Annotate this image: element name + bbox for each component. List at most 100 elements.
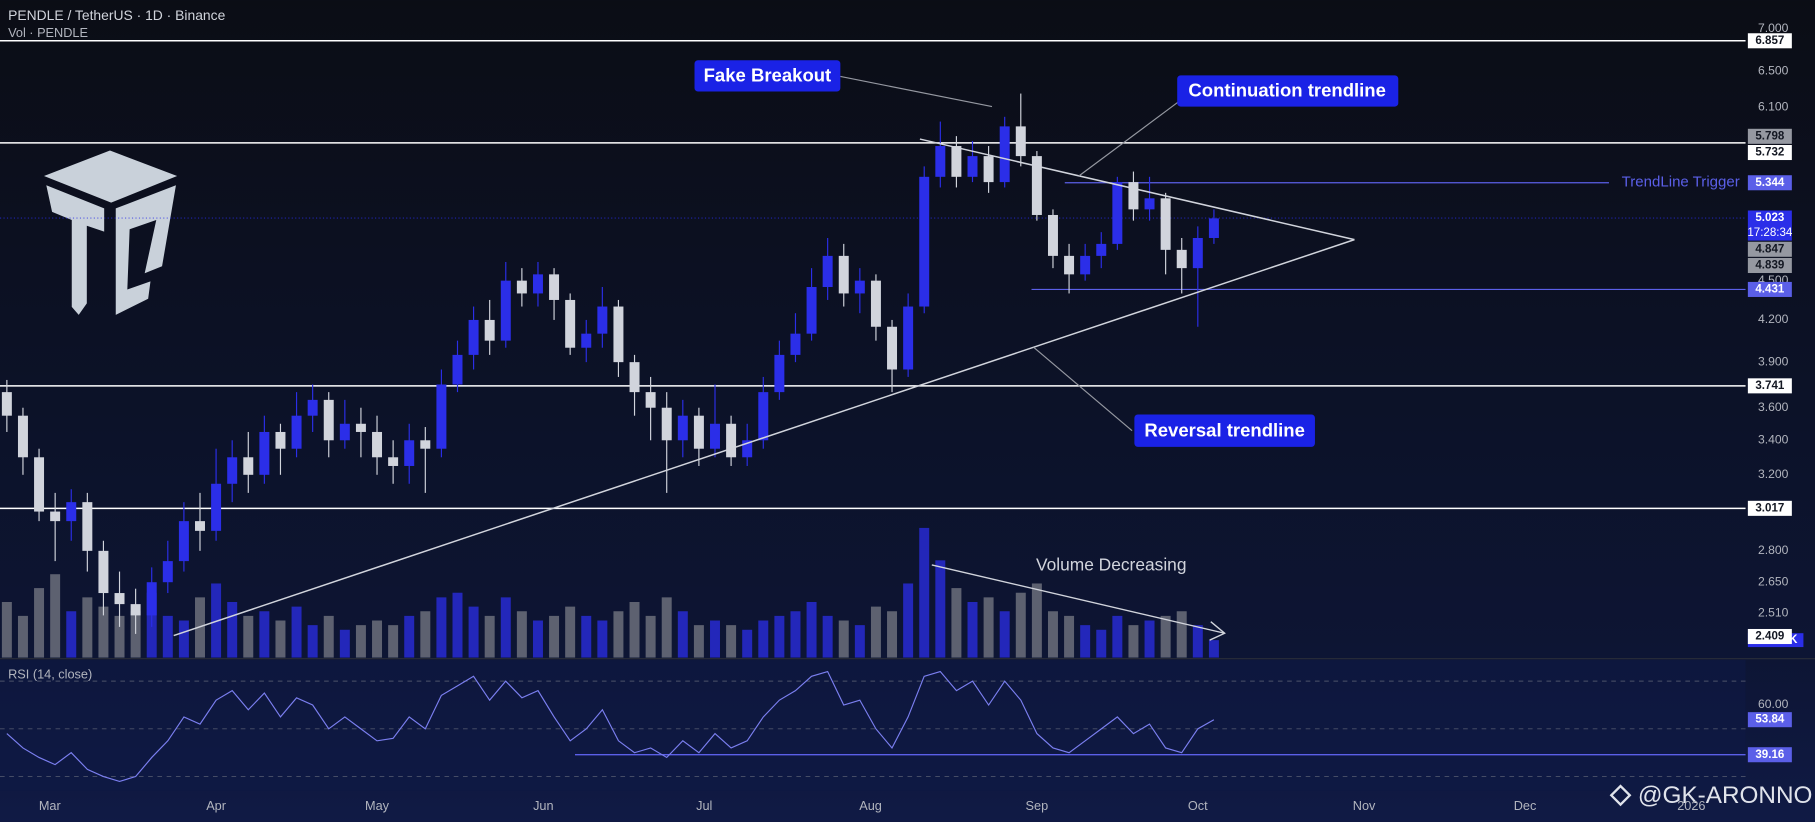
arrow-head [1209, 621, 1226, 641]
axis-label: 3.741 [1755, 380, 1785, 392]
candle-body [532, 274, 543, 294]
y-tick-label: 3.200 [1758, 467, 1789, 481]
volume-bar [259, 611, 270, 658]
candle-body [114, 593, 125, 605]
candle-body [17, 415, 28, 458]
candle-body [613, 306, 624, 363]
candle-body [291, 415, 302, 449]
y-tick-label: 3.400 [1758, 432, 1789, 446]
trigger-label: TrendLine Trigger [1622, 174, 1740, 191]
volume-bar [790, 611, 801, 658]
candle-body [1208, 218, 1219, 238]
candle-body [34, 457, 45, 512]
candle-body [838, 255, 849, 294]
candle-body [951, 146, 962, 177]
candle-body [243, 457, 254, 475]
annotation-label: Fake Breakout [704, 64, 832, 85]
candle-body [98, 550, 109, 594]
volume-bar [516, 611, 527, 658]
annotation-box [1177, 75, 1399, 107]
candle-body [146, 582, 157, 616]
volume-bar [420, 611, 431, 658]
rsi-line [6, 670, 1215, 783]
candle-body [1128, 182, 1139, 210]
candle-body [742, 440, 753, 458]
candle-body [307, 399, 318, 416]
candle-body [1192, 237, 1203, 269]
candle-body [790, 333, 801, 355]
volume-bar [822, 615, 833, 658]
watermark-text: @GK-ARONNO [1638, 782, 1813, 809]
candle-body [565, 299, 576, 348]
volume-bar [436, 597, 447, 658]
annotation-pointer [840, 75, 993, 108]
candle-body [710, 423, 720, 449]
axis-label-box [1747, 33, 1792, 49]
candle-body [758, 392, 769, 441]
x-tick-label: Mar [39, 798, 62, 813]
trendline [919, 138, 1355, 241]
volume-bar [307, 625, 318, 658]
axis-label-box [1747, 175, 1792, 191]
annotation-label: Volume Decreasing [1036, 555, 1187, 575]
volume-bar [613, 611, 624, 658]
axis-label-box [1747, 144, 1792, 161]
annotation-box [694, 60, 841, 92]
axis-label: 5.023 [1755, 212, 1785, 224]
y-tick-label: 6.100 [1758, 100, 1789, 114]
y-tick-label: 7.000 [1758, 21, 1789, 35]
volume-bar [549, 615, 560, 658]
candle-body [661, 407, 672, 441]
candle-body [1031, 156, 1042, 215]
y-tick-label: 3.600 [1758, 400, 1789, 414]
candle-body [339, 423, 350, 441]
candle-body [999, 126, 1010, 183]
candle-body [645, 392, 656, 408]
candle-body [500, 280, 511, 341]
volume-bar [1176, 611, 1187, 658]
volume-bar [1031, 583, 1042, 658]
candle-body [597, 306, 608, 334]
volume-bar [211, 583, 222, 658]
volume-bar [404, 615, 415, 658]
trendline [173, 238, 1355, 637]
candle-body [468, 319, 479, 355]
volume-bar [275, 620, 286, 658]
candle-body [1064, 255, 1075, 275]
volume-bar [227, 601, 238, 658]
volume-bar [130, 611, 141, 658]
candle-body [919, 176, 930, 307]
candle-body [549, 274, 560, 300]
volume-bar [1015, 592, 1026, 658]
candle-body [516, 280, 527, 294]
candle-body [1112, 182, 1123, 244]
volume-bar [710, 620, 720, 658]
annotation-pointer [1078, 98, 1184, 177]
volume-bar [388, 625, 399, 658]
volume-bar [323, 615, 334, 658]
watermark-icon [1609, 784, 1632, 807]
candle-body [1047, 214, 1058, 256]
volume-bar [1080, 625, 1091, 658]
volume-bar [1128, 625, 1139, 658]
y-tick-label: 2.510 [1758, 605, 1789, 619]
x-tick-label: 2026 [1677, 798, 1705, 813]
candle-body [822, 255, 833, 288]
volume-bar [66, 611, 77, 658]
volume-bar [967, 601, 978, 658]
volume-bar [17, 615, 28, 658]
lines-layer [173, 138, 1355, 637]
volume-bar [162, 615, 173, 658]
candle-body [887, 326, 898, 370]
y-tick-label: 2.650 [1758, 574, 1789, 588]
volume-bar [243, 615, 254, 658]
axis-label-box [1747, 210, 1792, 241]
volume-bar [693, 625, 704, 658]
candle-body [195, 521, 205, 531]
axis-label: 39.16 [1755, 749, 1785, 761]
volume-bar [999, 611, 1010, 658]
candles-layer [1, 93, 1219, 634]
volume-bar [903, 583, 914, 658]
